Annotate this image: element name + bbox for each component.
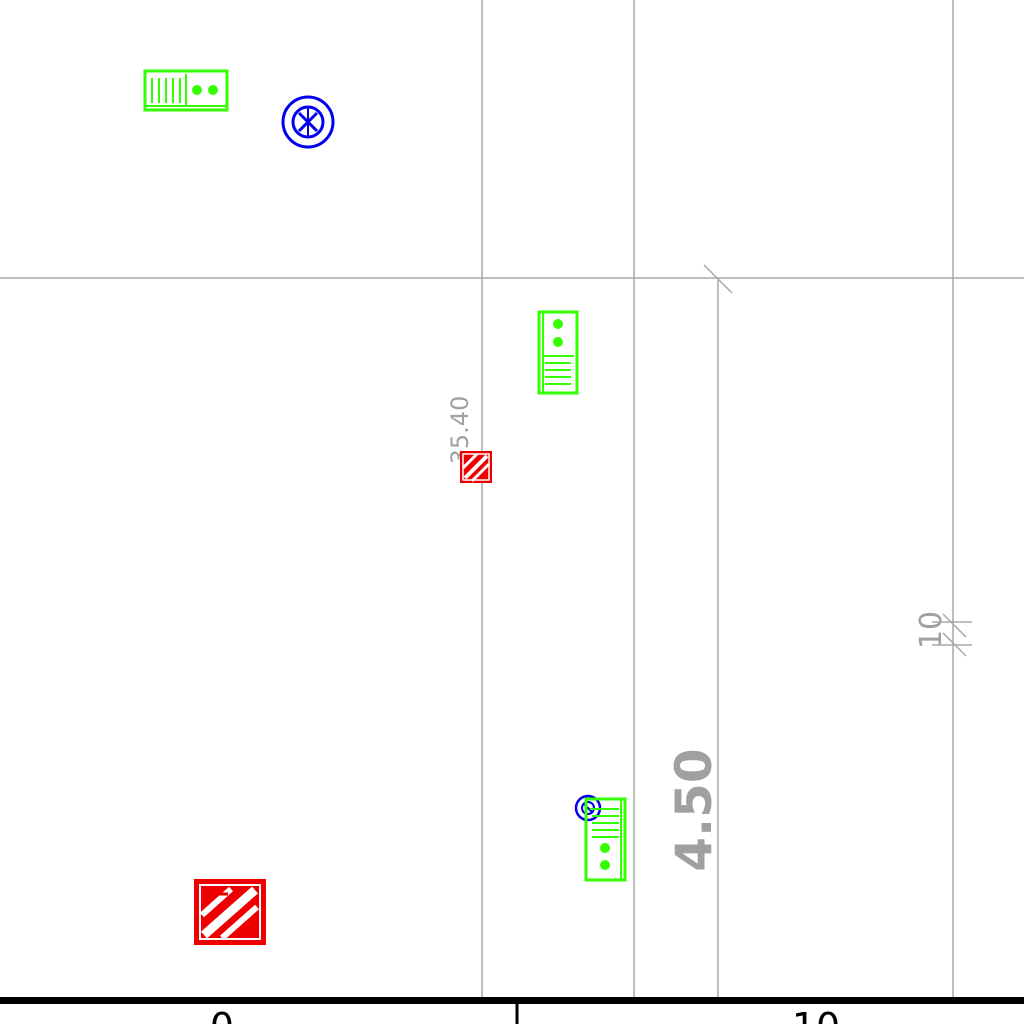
hydrant-valve-icon[interactable] <box>281 95 335 149</box>
ruler-bar <box>0 997 1024 1004</box>
traffic-signal-icon[interactable] <box>584 797 627 882</box>
grid-lines <box>0 0 1024 998</box>
traffic-signal-icon[interactable] <box>537 310 579 395</box>
dimension-side[interactable]: 10 <box>914 611 972 657</box>
traffic-signal-icon[interactable] <box>143 69 229 112</box>
scale-ruler: 0 10 <box>0 997 1024 1028</box>
ruler-label-left: 0 <box>210 1005 234 1024</box>
dimension-label-side: 10 <box>914 611 949 649</box>
dimension-label-large: 4.50 <box>665 748 723 871</box>
fire-equipment-icon[interactable] <box>460 451 492 483</box>
dimension-tick <box>942 613 967 638</box>
ruler-label-right: 10 <box>792 1005 840 1024</box>
fire-equipment-icon[interactable] <box>194 879 266 945</box>
dimension-tick <box>703 264 733 294</box>
dimension-large[interactable]: 4.50 <box>665 264 733 998</box>
